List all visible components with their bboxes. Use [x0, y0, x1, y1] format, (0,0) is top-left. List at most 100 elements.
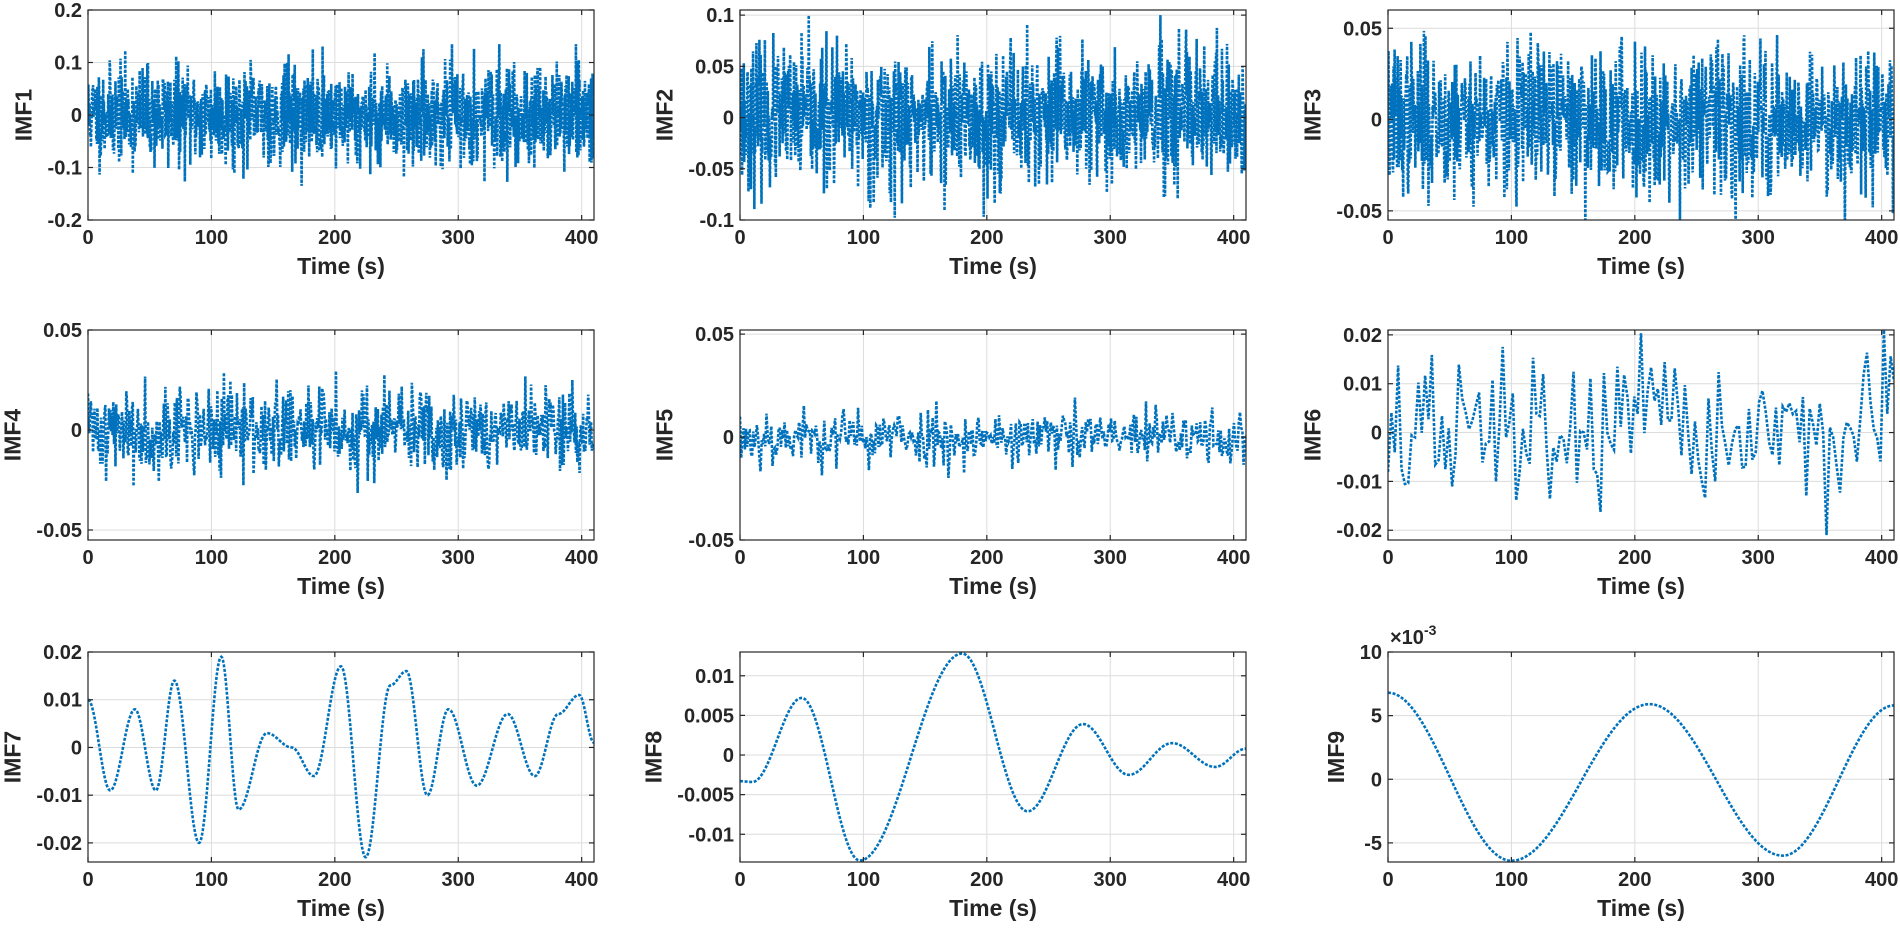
y-axis-label: IMF1: [11, 89, 37, 142]
axes-box: [739, 651, 1247, 863]
x-tick-label: 100: [195, 227, 228, 249]
y-tick-label: 0: [1371, 423, 1382, 445]
y-axis-label: IMF4: [0, 409, 25, 462]
subplot-imf1: 0 100 200 300 400 -0.2 -0.1 0 0.1 0.2 Time (s) IMF1: [11, 0, 599, 279]
x-axis-label: Time (s): [949, 895, 1037, 921]
x-tick-label: 0: [82, 869, 93, 891]
subplot-imf6: 0 100 200 300 400 -0.02 -0.01 0 0.01 0.02 Time (s)…: [1299, 325, 1898, 599]
x-tick-label: 100: [195, 547, 228, 569]
y-tick-label: 0.02: [43, 642, 82, 664]
x-tick-label: 400: [1865, 869, 1898, 891]
x-tick-label: 100: [847, 869, 880, 891]
x-tick-label: 200: [318, 869, 351, 891]
y-tick-label: 0.2: [54, 0, 82, 22]
y-axis-label: IMF2: [651, 89, 677, 141]
y-tick-label: -0.005: [677, 785, 734, 807]
y-tick-label: 0.01: [695, 666, 734, 688]
y-tick-label: -0.2: [48, 210, 82, 232]
x-tick-label: 0: [734, 869, 745, 891]
y-axis-label: IMF7: [0, 731, 25, 783]
x-tick-label: 400: [1217, 547, 1250, 569]
y-tick-label: -5: [1364, 833, 1382, 855]
x-tick-label: 0: [1382, 869, 1393, 891]
y-tick-label: 0.1: [706, 5, 734, 27]
imf3-series-line: [1388, 30, 1894, 220]
y-tick-label: 0.005: [684, 705, 734, 727]
y-tick-label: -0.05: [1336, 201, 1382, 223]
imf9-series-line: [1388, 691, 1894, 862]
y-axis-label: IMF9: [1323, 731, 1349, 783]
y-tick-label: -0.05: [36, 520, 82, 542]
x-tick-label: 400: [1217, 869, 1250, 891]
x-tick-label: 400: [565, 869, 598, 891]
y-tick-label: 0: [723, 108, 734, 130]
y-tick-label: 0: [723, 745, 734, 767]
y-tick-label: 0.05: [43, 320, 82, 342]
x-tick-label: 0: [1382, 547, 1393, 569]
x-tick-label: 400: [565, 227, 598, 249]
y-axis-label: IMF6: [1299, 409, 1325, 461]
y-tick-label: 10: [1360, 642, 1382, 664]
y-tick-label: 0: [71, 737, 82, 759]
x-axis-label: Time (s): [297, 253, 385, 279]
imf7-series-line: [88, 655, 594, 859]
axes-box: [87, 651, 595, 863]
imf5-series-line: [740, 397, 1246, 479]
y-tick-label: 0.05: [695, 56, 734, 78]
x-axis-label: Time (s): [949, 573, 1037, 599]
axes-box: [1387, 329, 1895, 541]
x-tick-label: 0: [734, 547, 745, 569]
x-tick-label: 0: [82, 227, 93, 249]
x-axis-label: Time (s): [1597, 253, 1685, 279]
y-tick-label: -0.01: [36, 785, 82, 807]
subplot-imf7: 0 100 200 300 400 -0.02 -0.01 0 0.01 0.02 Time (s)…: [0, 642, 598, 921]
x-tick-label: 100: [847, 227, 880, 249]
x-tick-label: 0: [1382, 227, 1393, 249]
y-tick-label: 0: [1371, 110, 1382, 132]
x-tick-label: 100: [195, 869, 228, 891]
y-tick-label: 0.1: [54, 53, 82, 75]
x-tick-label: 100: [1495, 869, 1528, 891]
y-tick-label: 0: [71, 105, 82, 127]
y-axis-multiplier-exponent: -3: [1424, 622, 1437, 638]
imf4-series-line: [88, 370, 594, 494]
x-tick-label: 200: [970, 547, 1003, 569]
imf2-series-line: [740, 15, 1246, 218]
y-tick-label: -0.01: [688, 824, 734, 846]
y-tick-label: -0.1: [48, 158, 82, 180]
axes-box: [87, 329, 595, 541]
y-tick-label: 0: [1371, 769, 1382, 791]
y-tick-label: -0.02: [1336, 520, 1382, 542]
subplot-imf2: 0 100 200 300 400 -0.1 -0.05 0 0.05 0.1 Time (s) IM…: [651, 5, 1250, 279]
x-tick-label: 400: [565, 547, 598, 569]
x-tick-label: 200: [1618, 547, 1651, 569]
x-tick-label: 300: [1742, 227, 1775, 249]
x-tick-label: 100: [847, 547, 880, 569]
subplot-imf8: 0 100 200 300 400 -0.01 -0.005 0 0.005 0.01 Time (…: [640, 651, 1250, 921]
x-tick-label: 400: [1865, 547, 1898, 569]
y-axis-multiplier: ×10-3: [1390, 622, 1437, 649]
y-tick-label: 5: [1371, 706, 1382, 728]
x-tick-label: 200: [318, 547, 351, 569]
x-tick-label: 200: [1618, 869, 1651, 891]
y-tick-label: 0.01: [1343, 374, 1382, 396]
y-tick-label: 0: [723, 427, 734, 449]
x-tick-label: 400: [1217, 227, 1250, 249]
y-tick-label: -0.1: [700, 210, 734, 232]
y-tick-label: -0.05: [688, 159, 734, 181]
y-tick-label: 0: [71, 420, 82, 442]
axes-box: [1387, 9, 1895, 221]
y-tick-label: -0.01: [1336, 471, 1382, 493]
x-tick-label: 400: [1865, 227, 1898, 249]
imf8-series-line: [740, 652, 1246, 862]
axes-box: [739, 9, 1247, 221]
x-tick-label: 200: [318, 227, 351, 249]
x-axis-label: Time (s): [1597, 895, 1685, 921]
x-tick-label: 300: [442, 869, 475, 891]
imf1-series-line: [88, 44, 594, 186]
